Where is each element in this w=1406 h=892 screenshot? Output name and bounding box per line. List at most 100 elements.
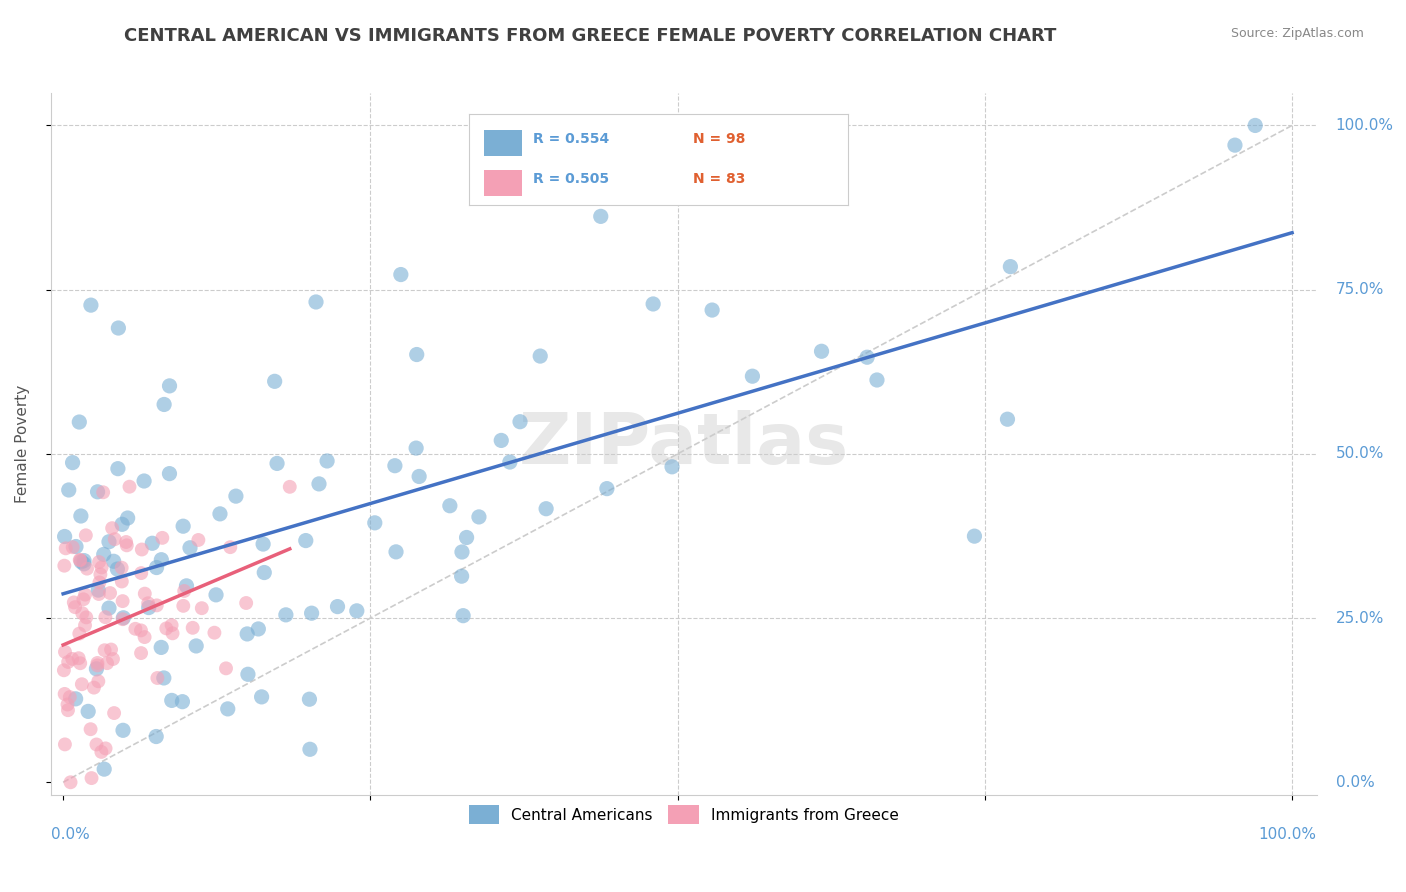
Central Americans: [405, 347, 427, 361]
Immigrants from Greece: [52, 663, 75, 677]
Central Americans: [389, 268, 412, 282]
Immigrants from Greece: [87, 587, 110, 601]
Immigrants from Greece: [98, 586, 121, 600]
Central Americans: [810, 344, 832, 359]
Central Americans: [107, 461, 129, 475]
Central Americans: [405, 441, 427, 455]
Immigrants from Greece: [111, 612, 134, 626]
Central Americans: [266, 457, 288, 471]
Text: 100.0%: 100.0%: [1258, 827, 1316, 842]
Central Americans: [145, 560, 167, 574]
Immigrants from Greece: [101, 652, 124, 666]
Immigrants from Greece: [215, 661, 238, 675]
Central Americans: [491, 434, 513, 448]
Text: 100.0%: 100.0%: [1336, 118, 1393, 133]
Central Americans: [208, 507, 231, 521]
Immigrants from Greece: [160, 618, 183, 632]
Central Americans: [93, 762, 115, 776]
Central Americans: [450, 569, 472, 583]
Immigrants from Greece: [124, 622, 146, 636]
Text: 0.0%: 0.0%: [1336, 775, 1375, 789]
Immigrants from Greece: [70, 677, 93, 691]
Central Americans: [326, 599, 349, 614]
Immigrants from Greece: [53, 645, 76, 659]
Immigrants from Greece: [56, 655, 79, 669]
Central Americans: [252, 537, 274, 551]
Central Americans: [93, 548, 115, 562]
Immigrants from Greece: [94, 610, 117, 624]
Central Americans: [529, 349, 551, 363]
Central Americans: [250, 690, 273, 704]
Central Americans: [145, 730, 167, 744]
Central Americans: [509, 415, 531, 429]
Immigrants from Greece: [73, 618, 96, 632]
Central Americans: [700, 303, 723, 318]
Text: 75.0%: 75.0%: [1336, 282, 1384, 297]
Immigrants from Greece: [72, 592, 94, 607]
Central Americans: [205, 588, 228, 602]
Central Americans: [107, 321, 129, 335]
Immigrants from Greece: [53, 738, 76, 752]
Immigrants from Greece: [62, 595, 84, 609]
Immigrants from Greece: [96, 656, 118, 670]
Text: CENTRAL AMERICAN VS IMMIGRANTS FROM GREECE FEMALE POVERTY CORRELATION CHART: CENTRAL AMERICAN VS IMMIGRANTS FROM GREE…: [124, 27, 1057, 45]
Central Americans: [70, 555, 93, 569]
Immigrants from Greece: [111, 574, 134, 589]
Immigrants from Greece: [115, 535, 138, 549]
Immigrants from Greece: [87, 674, 110, 689]
Immigrants from Greece: [86, 738, 108, 752]
Immigrants from Greece: [67, 651, 90, 665]
Central Americans: [247, 622, 270, 636]
Text: 25.0%: 25.0%: [1336, 610, 1384, 625]
Immigrants from Greece: [63, 600, 86, 615]
Immigrants from Greece: [89, 567, 111, 582]
Central Americans: [384, 458, 406, 473]
Immigrants from Greece: [146, 671, 169, 685]
Immigrants from Greece: [191, 601, 214, 615]
Central Americans: [316, 454, 339, 468]
Central Americans: [856, 350, 879, 364]
Central Americans: [87, 583, 110, 598]
Central Americans: [456, 531, 478, 545]
Central Americans: [236, 667, 259, 681]
Immigrants from Greece: [75, 588, 97, 602]
Central Americans: [112, 611, 135, 625]
Central Americans: [160, 693, 183, 707]
Text: Source: ZipAtlas.com: Source: ZipAtlas.com: [1230, 27, 1364, 40]
Immigrants from Greece: [53, 687, 76, 701]
Immigrants from Greece: [69, 553, 91, 567]
Legend: Central Americans, Immigrants from Greece: Central Americans, Immigrants from Greec…: [463, 799, 905, 830]
Immigrants from Greece: [72, 606, 94, 620]
Immigrants from Greece: [131, 542, 153, 557]
Immigrants from Greece: [235, 596, 257, 610]
Immigrants from Greece: [89, 575, 111, 590]
Central Americans: [150, 640, 173, 655]
Central Americans: [534, 501, 557, 516]
Immigrants from Greece: [100, 642, 122, 657]
Text: ZIPatlas: ZIPatlas: [519, 409, 849, 478]
Immigrants from Greece: [115, 538, 138, 552]
Central Americans: [1244, 119, 1267, 133]
Immigrants from Greece: [80, 771, 103, 785]
Immigrants from Greece: [90, 745, 112, 759]
Central Americans: [159, 467, 181, 481]
Immigrants from Greece: [103, 706, 125, 720]
Central Americans: [263, 374, 285, 388]
Central Americans: [67, 415, 90, 429]
Immigrants from Greece: [56, 698, 79, 712]
Central Americans: [141, 536, 163, 550]
Central Americans: [346, 604, 368, 618]
Immigrants from Greece: [86, 658, 108, 673]
Central Americans: [179, 541, 201, 555]
Immigrants from Greece: [55, 541, 77, 556]
Central Americans: [294, 533, 316, 548]
Immigrants from Greece: [93, 643, 115, 657]
Immigrants from Greece: [83, 681, 105, 695]
Y-axis label: Female Poverty: Female Poverty: [15, 384, 30, 503]
Central Americans: [451, 608, 474, 623]
Central Americans: [53, 529, 76, 543]
Central Americans: [298, 692, 321, 706]
Immigrants from Greece: [59, 775, 82, 789]
Immigrants from Greece: [60, 652, 83, 666]
Immigrants from Greece: [111, 594, 134, 608]
